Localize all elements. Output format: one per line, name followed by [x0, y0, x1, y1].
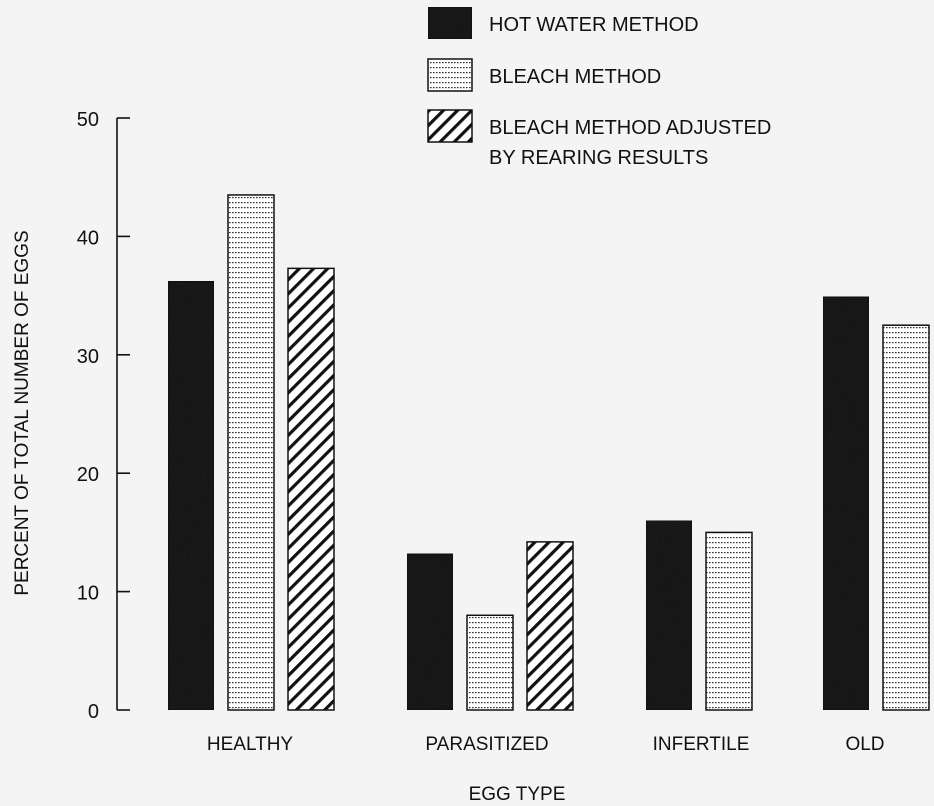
bar-infertile-series-1: [645, 519, 693, 711]
x-tick-label-parasitized: PARASITIZED: [425, 734, 548, 755]
bar-infertile-series-2: [705, 531, 753, 711]
x-tick-label-infertile: INFERTILE: [653, 734, 750, 755]
legend-swatch-3: [427, 109, 473, 143]
y-tick-label: 10: [77, 583, 99, 605]
x-tick-label-old: OLD: [845, 734, 884, 755]
x-tick-label-healthy: HEALTHY: [207, 734, 294, 755]
y-tick-label: 0: [88, 701, 99, 723]
bar-old-series-1: [822, 296, 870, 711]
bar-healthy-series-3: [287, 267, 335, 711]
x-axis-label: EGG TYPE: [469, 784, 566, 805]
bar-parasitized-series-2: [466, 614, 514, 711]
bar-parasitized-series-3: [526, 541, 574, 711]
x-tick-labels: HEALTHY PARASITIZED INFERTILE OLD: [207, 734, 885, 755]
y-tick-label: 40: [77, 227, 99, 249]
legend-swatch-2: [427, 58, 473, 92]
y-tick-label: 20: [77, 464, 99, 486]
bars: [167, 194, 930, 711]
y-ticks: 0 10 20 30 40 50: [77, 109, 130, 723]
legend-label-1: HOT WATER METHOD: [489, 14, 699, 36]
legend-label-2: BLEACH METHOD: [489, 66, 661, 88]
y-tick-label: 30: [77, 346, 99, 368]
y-tick-label: 50: [77, 109, 99, 131]
legend-label-3: BY REARING RESULTS: [489, 147, 708, 169]
legend-label-3: BLEACH METHOD ADJUSTED: [489, 117, 771, 139]
y-axis-label: PERCENT OF TOTAL NUMBER OF EGGS: [12, 230, 33, 595]
bar-healthy-series-1: [167, 280, 215, 711]
bar-old-series-2: [882, 324, 930, 711]
legend: HOT WATER METHOD BLEACH METHOD BLEACH METH…: [427, 6, 771, 169]
legend-swatch-1: [427, 6, 473, 40]
bar-healthy-series-2: [227, 194, 275, 711]
bar-parasitized-series-1: [406, 552, 454, 711]
